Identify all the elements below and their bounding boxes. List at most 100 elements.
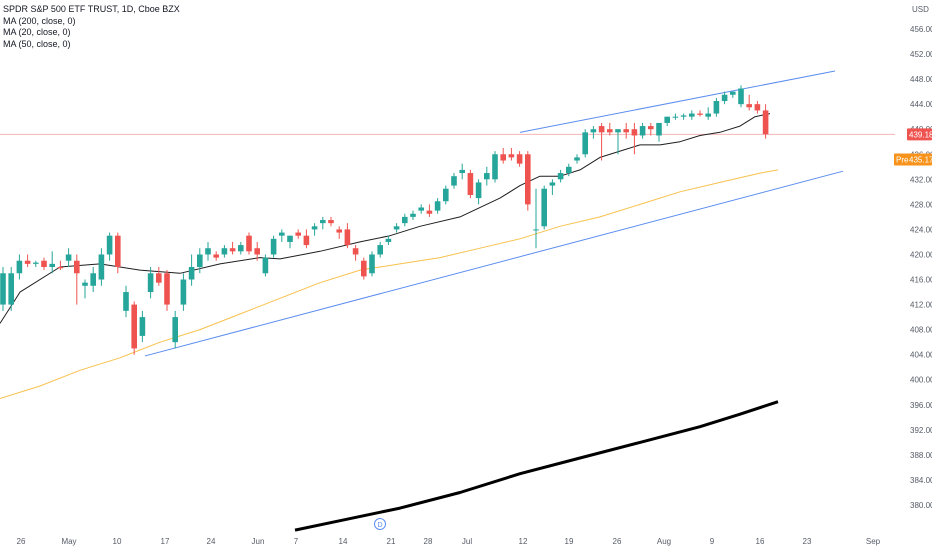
candle[interactable] bbox=[426, 204, 433, 217]
candle[interactable] bbox=[8, 267, 14, 311]
candle[interactable] bbox=[631, 122, 638, 155]
candle[interactable] bbox=[221, 245, 228, 258]
candle[interactable] bbox=[41, 257, 47, 271]
candle[interactable] bbox=[24, 254, 31, 267]
candle[interactable] bbox=[385, 235, 392, 246]
candle[interactable] bbox=[197, 248, 203, 274]
candle[interactable] bbox=[492, 151, 498, 183]
dividend-event-marker[interactable]: D bbox=[374, 518, 386, 530]
candle[interactable] bbox=[82, 279, 88, 299]
candle[interactable] bbox=[459, 163, 465, 180]
candle[interactable] bbox=[49, 251, 55, 274]
candle[interactable] bbox=[180, 273, 187, 311]
candle[interactable] bbox=[516, 151, 523, 167]
candle[interactable] bbox=[90, 267, 96, 293]
candle[interactable] bbox=[361, 257, 367, 280]
indicator-ma50[interactable]: MA (50, close, 0) bbox=[3, 38, 71, 49]
candle[interactable] bbox=[697, 110, 703, 117]
candle[interactable] bbox=[172, 310, 178, 349]
candle[interactable] bbox=[410, 210, 416, 221]
candle[interactable] bbox=[623, 122, 629, 139]
candle[interactable] bbox=[279, 229, 285, 242]
candle[interactable] bbox=[467, 169, 474, 199]
candle[interactable] bbox=[434, 198, 441, 214]
trendline-lower[interactable] bbox=[144, 170, 844, 357]
candle[interactable] bbox=[566, 163, 572, 177]
candle[interactable] bbox=[98, 248, 105, 286]
candle[interactable] bbox=[500, 148, 506, 164]
candle[interactable] bbox=[648, 122, 654, 136]
candle[interactable] bbox=[369, 251, 375, 277]
candle[interactable] bbox=[188, 254, 195, 286]
candle[interactable] bbox=[475, 179, 482, 205]
candle[interactable] bbox=[672, 113, 679, 120]
candle[interactable] bbox=[680, 113, 687, 120]
candle[interactable] bbox=[713, 97, 720, 117]
candle[interactable] bbox=[328, 216, 334, 227]
candle[interactable] bbox=[156, 267, 162, 286]
candle[interactable] bbox=[254, 241, 260, 261]
candle[interactable] bbox=[738, 85, 744, 108]
candle[interactable] bbox=[418, 204, 424, 214]
candle[interactable] bbox=[607, 122, 613, 136]
candle[interactable] bbox=[656, 122, 662, 142]
candle[interactable] bbox=[287, 235, 293, 249]
candle[interactable] bbox=[746, 94, 752, 111]
candle[interactable] bbox=[549, 179, 556, 195]
candle[interactable] bbox=[295, 229, 301, 239]
candle[interactable] bbox=[402, 213, 408, 227]
indicator-ma200[interactable]: MA (200, close, 0) bbox=[3, 15, 76, 26]
candle[interactable] bbox=[270, 235, 277, 258]
candle[interactable] bbox=[484, 166, 490, 186]
trendline-upper[interactable] bbox=[519, 70, 836, 133]
candle[interactable] bbox=[541, 185, 547, 230]
candle[interactable] bbox=[320, 216, 326, 230]
candle[interactable] bbox=[377, 241, 383, 258]
candle[interactable] bbox=[598, 122, 605, 161]
candle[interactable] bbox=[0, 267, 6, 311]
candle[interactable] bbox=[246, 232, 252, 255]
candle[interactable] bbox=[106, 232, 113, 261]
candle[interactable] bbox=[74, 254, 80, 305]
candle[interactable] bbox=[639, 122, 646, 139]
candle[interactable] bbox=[754, 101, 761, 114]
candle[interactable] bbox=[131, 301, 137, 355]
candle[interactable] bbox=[443, 185, 449, 205]
candle[interactable] bbox=[582, 129, 588, 158]
candle[interactable] bbox=[525, 151, 531, 211]
candle[interactable] bbox=[705, 107, 711, 120]
candle[interactable] bbox=[123, 285, 129, 318]
candle[interactable] bbox=[229, 241, 236, 255]
candle[interactable] bbox=[615, 129, 621, 155]
candle[interactable] bbox=[762, 104, 769, 139]
candle[interactable] bbox=[147, 267, 154, 299]
candle[interactable] bbox=[115, 232, 121, 274]
candle[interactable] bbox=[33, 260, 39, 267]
candle[interactable] bbox=[689, 110, 695, 120]
candle[interactable] bbox=[393, 223, 400, 233]
candle[interactable] bbox=[16, 254, 23, 280]
candle[interactable] bbox=[262, 254, 269, 277]
candle[interactable] bbox=[205, 241, 211, 261]
candle[interactable] bbox=[65, 248, 72, 267]
candle[interactable] bbox=[139, 310, 146, 343]
candle[interactable] bbox=[344, 223, 351, 249]
candle[interactable] bbox=[238, 241, 244, 255]
candle[interactable] bbox=[451, 173, 457, 189]
candle[interactable] bbox=[311, 223, 318, 236]
candle[interactable] bbox=[57, 260, 64, 271]
candle[interactable] bbox=[533, 188, 539, 249]
candle[interactable] bbox=[590, 126, 597, 139]
candle[interactable] bbox=[574, 154, 580, 164]
candle[interactable] bbox=[664, 116, 670, 127]
candle[interactable] bbox=[336, 226, 342, 239]
candle[interactable] bbox=[508, 148, 515, 161]
indicator-ma20[interactable]: MA (20, close, 0) bbox=[3, 27, 71, 37]
candle[interactable] bbox=[164, 270, 170, 311]
candle[interactable] bbox=[303, 229, 310, 249]
candle[interactable] bbox=[730, 91, 736, 98]
candle[interactable] bbox=[557, 169, 564, 183]
candle[interactable] bbox=[352, 245, 359, 261]
candle[interactable] bbox=[721, 91, 728, 105]
